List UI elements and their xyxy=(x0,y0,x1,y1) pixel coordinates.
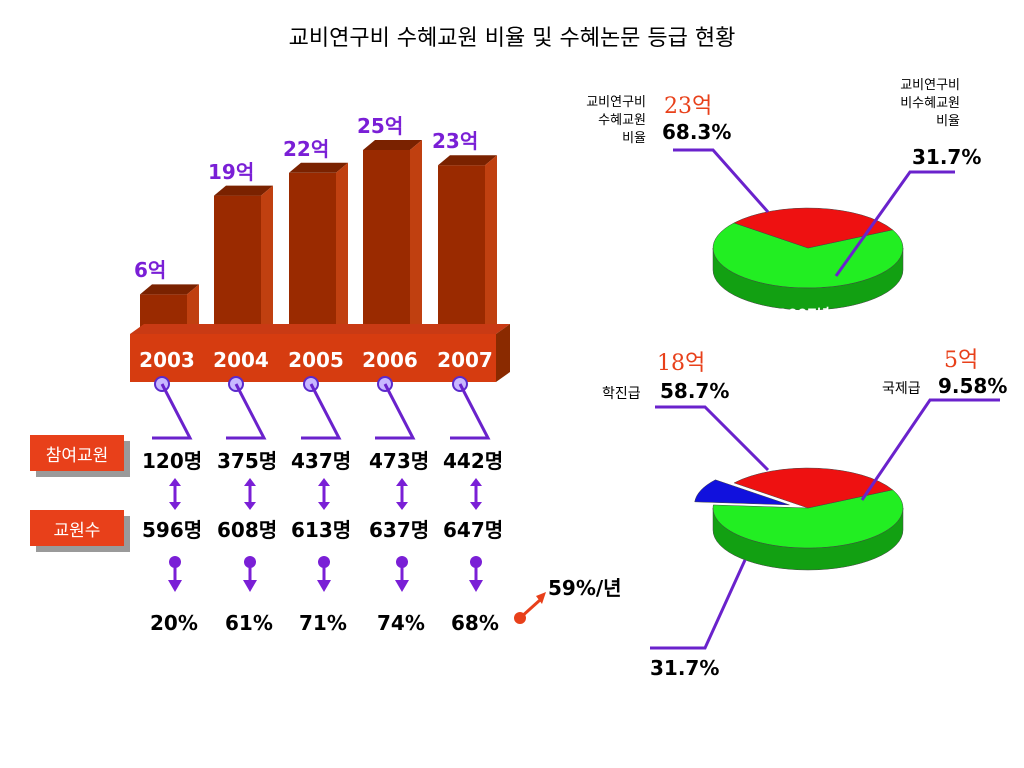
bar-side-2007 xyxy=(485,155,497,340)
table-cell: 608명 xyxy=(217,518,278,542)
table-cell: 68% xyxy=(451,611,499,635)
growth-arrow xyxy=(514,592,546,624)
pie1-slice2-label: 교비연구비 비수혜교원 비율 xyxy=(900,78,960,129)
year-label: 2005 xyxy=(288,348,344,372)
double-arrow xyxy=(244,478,256,510)
table-cell: 74% xyxy=(377,611,425,635)
bar-top-2005 xyxy=(289,162,348,173)
bar-top-2004 xyxy=(214,185,273,196)
pie-slice xyxy=(712,222,904,289)
page-title: 교비연구비 수혜교원 비율 및 수혜논문 등급 현황 xyxy=(288,26,736,51)
growth-rate: 59%/년 xyxy=(548,576,622,600)
table-cell: 613명 xyxy=(291,518,352,542)
bar-top-2007 xyxy=(438,155,497,166)
table-cell: 596명 xyxy=(142,518,203,542)
base-front xyxy=(130,334,496,382)
bar-side-2006 xyxy=(410,140,422,340)
pie1-slice1-label: 교비연구비 수혜교원 비율 xyxy=(586,95,646,146)
bar-value-label: 23억 xyxy=(432,129,479,154)
table-cell: 647명 xyxy=(443,518,504,542)
year-label: 2003 xyxy=(139,348,195,372)
year-label: 2006 xyxy=(362,348,418,372)
bar-2005 xyxy=(289,172,336,340)
connector-line xyxy=(301,383,342,440)
bar-side-2004 xyxy=(261,185,273,340)
table-cell: 437명 xyxy=(291,449,352,473)
year-label: 2007 xyxy=(437,348,493,372)
down-arrow xyxy=(395,556,409,592)
participating-faculty-label: 참여교원 xyxy=(30,435,124,471)
down-arrow xyxy=(469,556,483,592)
pie-slice xyxy=(694,479,790,506)
pie1-slice2-value: 31.7% xyxy=(912,145,982,169)
pie2-slice3-value: 31.7% xyxy=(650,656,720,680)
table-cell: 473명 xyxy=(369,449,430,473)
pie2-slice1-value: 58.7% xyxy=(660,379,730,403)
pie-chart-1 xyxy=(712,207,904,311)
down-arrow xyxy=(317,556,331,592)
down-arrow xyxy=(243,556,257,592)
bar-2004 xyxy=(214,195,261,340)
table-cell: 375명 xyxy=(217,449,278,473)
bar-top-2003 xyxy=(140,284,199,295)
year-label: 2004 xyxy=(213,348,269,372)
pie2-slice1-label: 학진급 xyxy=(602,386,641,402)
pie2-year-label: 2007년 xyxy=(778,573,830,589)
total-faculty-label: 교원수 xyxy=(30,510,124,546)
double-arrow xyxy=(169,478,181,510)
table-cell: 637명 xyxy=(369,518,430,542)
bar-value-label: 22억 xyxy=(283,136,330,161)
connector-line xyxy=(152,383,193,440)
pie2-slice1-amount: 18억 xyxy=(657,351,706,376)
double-arrow xyxy=(396,478,408,510)
pie1-year-label: 2007년 xyxy=(778,307,830,323)
down-arrow xyxy=(168,556,182,592)
pie-slice xyxy=(733,207,894,249)
table-cell: 20% xyxy=(150,611,198,635)
bar-value-label: 6억 xyxy=(134,258,167,283)
bar-2007 xyxy=(438,165,485,340)
connector-line xyxy=(450,383,491,440)
pie-slice xyxy=(712,489,904,549)
base-side xyxy=(496,324,510,382)
table-cell: 442명 xyxy=(443,449,504,473)
pie-slice xyxy=(733,467,894,509)
connector-line xyxy=(375,383,416,440)
bar-value-label: 25억 xyxy=(357,114,404,138)
pie1-slice1-amount: 23억 xyxy=(664,94,713,119)
double-arrow xyxy=(318,478,330,510)
base-top xyxy=(130,324,510,334)
pie2-slice2-value: 9.58% xyxy=(938,374,1008,398)
pie2-slice2-label: 국제급 xyxy=(882,381,921,397)
bar-value-label: 19억 xyxy=(208,159,255,184)
connector-line xyxy=(226,383,267,440)
bar-top-2006 xyxy=(363,140,422,150)
bar-side-2005 xyxy=(336,162,348,340)
table-cell: 61% xyxy=(225,611,273,635)
pie-chart-2 xyxy=(694,467,904,571)
pie1-slice1-value: 68.3% xyxy=(662,120,732,144)
bar-2006 xyxy=(363,150,410,340)
double-arrow xyxy=(470,478,482,510)
pie2-slice2-amount: 5억 xyxy=(944,348,979,373)
table-cell: 120명 xyxy=(142,449,203,473)
leader-lines xyxy=(650,148,1000,650)
table-cell: 71% xyxy=(299,611,347,635)
